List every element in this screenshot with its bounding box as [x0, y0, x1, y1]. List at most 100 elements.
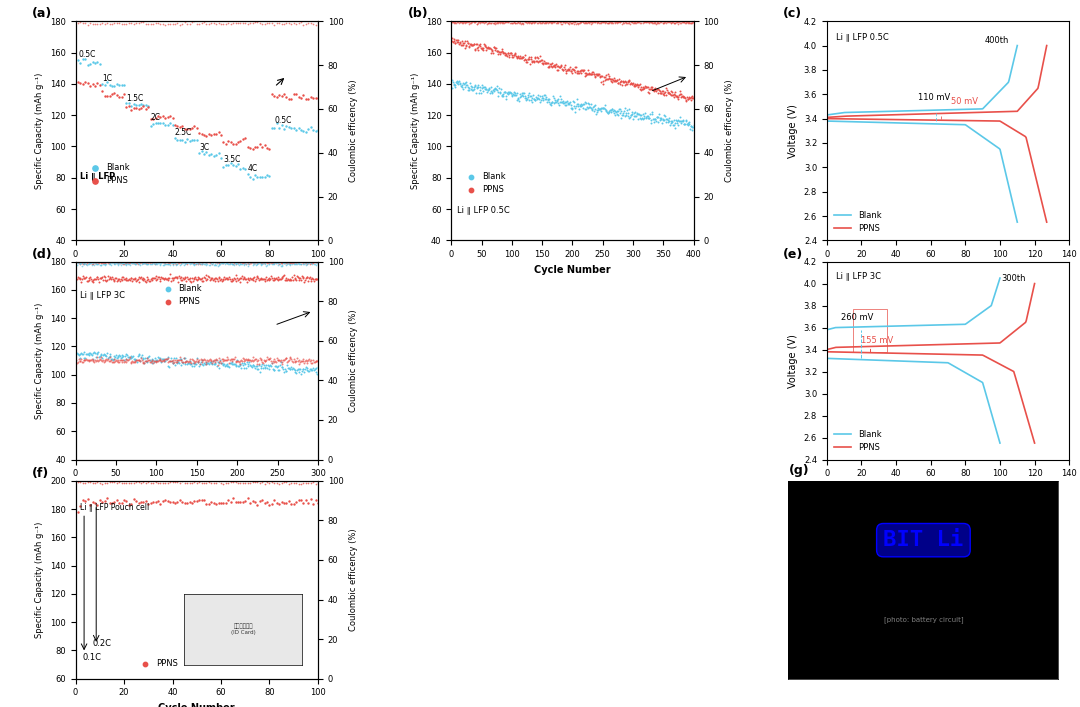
- Point: [254, 141, 271, 153]
- Point: [102, 349, 119, 360]
- Text: 50 mV: 50 mV: [951, 97, 978, 106]
- Point: [152, 111, 170, 122]
- Point: [173, 359, 190, 370]
- Point: [571, 100, 589, 112]
- Point: [200, 498, 217, 509]
- Text: Li ∥ LFP: Li ∥ LFP: [80, 171, 116, 180]
- Point: [81, 258, 98, 269]
- Point: [89, 78, 106, 89]
- Point: [94, 349, 111, 360]
- Point: [120, 351, 137, 362]
- Point: [445, 79, 462, 90]
- Point: [302, 257, 320, 269]
- Point: [149, 496, 166, 507]
- Point: [239, 168, 256, 180]
- Point: [98, 90, 116, 101]
- Point: [84, 78, 102, 89]
- Point: [293, 355, 310, 366]
- Point: [287, 275, 305, 286]
- Point: [148, 274, 165, 286]
- Point: [280, 257, 297, 269]
- Point: [536, 55, 553, 66]
- Point: [654, 115, 672, 126]
- Point: [247, 360, 265, 371]
- Point: [165, 256, 183, 267]
- Point: [593, 106, 610, 117]
- Point: [289, 495, 307, 506]
- Point: [130, 354, 147, 366]
- Point: [108, 352, 125, 363]
- Point: [598, 17, 616, 28]
- Point: [662, 17, 679, 28]
- Point: [602, 18, 619, 29]
- Point: [83, 276, 100, 287]
- Point: [190, 257, 207, 268]
- Point: [243, 274, 260, 285]
- Point: [143, 113, 160, 124]
- Point: [97, 354, 114, 365]
- Point: [480, 18, 497, 29]
- Point: [621, 16, 638, 28]
- Point: [303, 272, 321, 284]
- Point: [632, 15, 649, 26]
- Point: [646, 16, 663, 28]
- Point: [90, 257, 107, 269]
- Point: [550, 17, 567, 28]
- Point: [175, 353, 192, 364]
- Point: [148, 356, 165, 367]
- Point: [229, 360, 246, 371]
- Point: [242, 143, 259, 154]
- Point: [287, 368, 305, 379]
- Point: [113, 498, 131, 509]
- Point: [165, 353, 183, 364]
- Point: [276, 353, 294, 364]
- Point: [71, 348, 89, 359]
- Point: [206, 257, 224, 268]
- Point: [276, 258, 294, 269]
- Point: [461, 41, 478, 52]
- Point: [600, 105, 618, 116]
- Point: [125, 356, 143, 368]
- Point: [229, 136, 246, 147]
- Point: [512, 52, 529, 64]
- Point: [173, 274, 190, 286]
- Point: [546, 16, 564, 27]
- Point: [252, 353, 269, 364]
- Point: [679, 119, 697, 130]
- Point: [132, 356, 149, 367]
- Point: [69, 54, 86, 66]
- Point: [278, 353, 295, 364]
- Point: [143, 498, 160, 509]
- Point: [579, 98, 596, 109]
- Point: [77, 257, 94, 269]
- Point: [98, 274, 116, 286]
- Point: [227, 359, 244, 370]
- Point: [92, 258, 109, 269]
- Point: [185, 360, 202, 371]
- Point: [249, 363, 267, 375]
- Point: [91, 79, 108, 90]
- Point: [130, 349, 147, 360]
- Point: [108, 257, 125, 269]
- Point: [137, 104, 154, 115]
- Point: [561, 97, 578, 108]
- Point: [302, 121, 320, 132]
- Point: [256, 498, 273, 509]
- Point: [536, 89, 553, 100]
- Point: [621, 112, 638, 123]
- Point: [650, 84, 667, 95]
- Point: [299, 354, 316, 366]
- Point: [125, 257, 143, 269]
- Point: [97, 272, 114, 284]
- Point: [529, 92, 546, 103]
- Point: [465, 38, 483, 49]
- Point: [187, 273, 204, 284]
- Point: [118, 274, 135, 286]
- Point: [135, 100, 152, 111]
- Point: [444, 37, 461, 48]
- Point: [288, 259, 306, 270]
- Point: [190, 271, 207, 282]
- Point: [557, 16, 575, 28]
- Point: [104, 356, 121, 367]
- Point: [107, 257, 124, 268]
